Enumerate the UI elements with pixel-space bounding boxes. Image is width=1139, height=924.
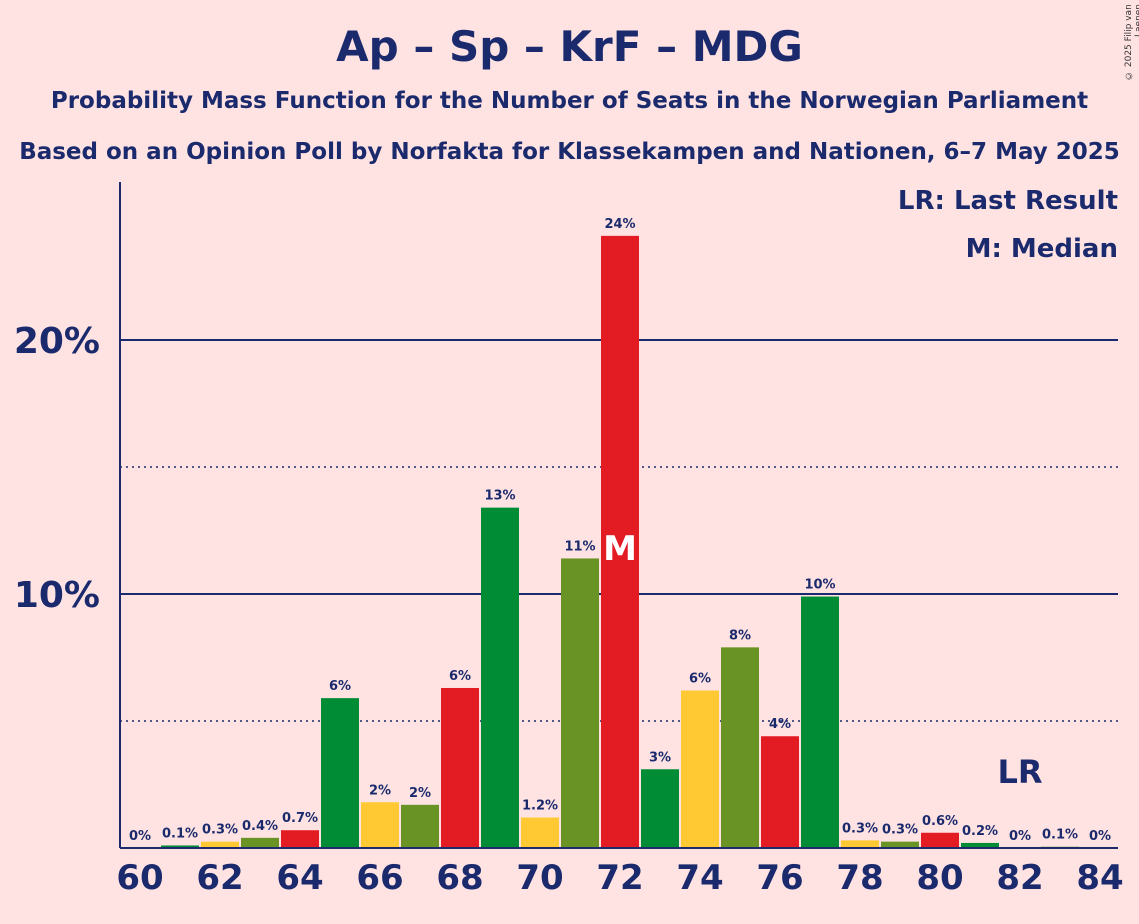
bar-value-label: 6% (449, 669, 471, 684)
bar (321, 698, 359, 848)
median-marker: M (603, 529, 637, 569)
bar (361, 802, 399, 848)
bar-labels: 0% 0.1% 0.3% 0.4% 0.7% 6% 2% 2% 6% 13% 1.2% 11% 24% 3… (129, 217, 1111, 844)
bar-value-label: 0.6% (922, 814, 958, 829)
x-tick-label: 72 (596, 858, 643, 898)
bar-value-label: 8% (729, 628, 751, 643)
bar (921, 832, 959, 848)
x-tick-label: 84 (1076, 858, 1123, 898)
bar (881, 841, 919, 848)
bar (241, 837, 279, 848)
x-tick-label: 68 (436, 858, 483, 898)
x-tick-label: 74 (676, 858, 723, 898)
bar (801, 596, 839, 848)
x-tick-label: 76 (756, 858, 803, 898)
bar (761, 736, 799, 848)
bar (521, 817, 559, 848)
bar-value-label: 2% (409, 786, 431, 801)
bar-value-label: 0.3% (842, 821, 878, 836)
bar (401, 804, 439, 848)
last-result-marker: LR (997, 753, 1042, 791)
axes: 10% 20% 60 62 64 66 68 70 72 74 76 78 80 82 84 (14, 182, 1124, 898)
bar-value-label: 0.3% (882, 823, 918, 838)
bar-value-label: 0% (1009, 829, 1031, 844)
bar (641, 769, 679, 848)
y-tick-label: 20% (14, 321, 100, 362)
bar (841, 840, 879, 848)
x-tick-label: 64 (276, 858, 323, 898)
bar-value-label: 0.1% (1042, 828, 1078, 843)
bar-value-label: 0% (1089, 829, 1111, 844)
bar (201, 841, 239, 848)
y-tick-label: 10% (14, 575, 100, 616)
bar (961, 842, 999, 848)
x-tick-label: 62 (196, 858, 243, 898)
chart-subtitle: Probability Mass Function for the Number… (50, 88, 1089, 114)
x-tick-label: 66 (356, 858, 403, 898)
bar-value-label: 10% (804, 578, 835, 593)
bar-value-label: 3% (649, 750, 671, 765)
x-tick-label: 82 (996, 858, 1043, 898)
x-tick-label: 70 (516, 858, 563, 898)
bar (481, 507, 519, 848)
bars (161, 235, 1079, 849)
bar (161, 845, 199, 848)
bar (441, 687, 479, 848)
bar-value-label: 0.4% (242, 819, 278, 834)
bar (601, 235, 639, 849)
bar (281, 830, 319, 848)
bar-value-label: 0.7% (282, 811, 318, 826)
bar-value-label: 0.2% (962, 824, 998, 839)
bar-value-label: 0.3% (202, 823, 238, 838)
x-tick-label: 80 (916, 858, 963, 898)
bar-value-label: 13% (484, 489, 515, 504)
bar (681, 690, 719, 848)
bar (721, 647, 759, 848)
chart-source: Based on an Opinion Poll by Norfakta for… (19, 139, 1120, 165)
bar-value-label: 6% (329, 679, 351, 694)
legend-median: M: Median (966, 234, 1118, 264)
bar-value-label: 24% (604, 217, 635, 232)
bar-value-label: 11% (564, 539, 595, 554)
bar-value-label: 0.1% (162, 826, 198, 841)
bar-value-label: 6% (689, 672, 711, 687)
bar (561, 558, 599, 848)
x-tick-label: 60 (116, 858, 163, 898)
bar-value-label: 0% (129, 829, 151, 844)
bar-value-label: 4% (769, 717, 791, 732)
bar-value-label: 1.2% (522, 799, 558, 814)
chart-title: Ap – Sp – KrF – MDG (336, 22, 803, 71)
bar-value-label: 2% (369, 783, 391, 798)
legend-last-result: LR: Last Result (898, 186, 1118, 216)
x-tick-label: 78 (836, 858, 883, 898)
